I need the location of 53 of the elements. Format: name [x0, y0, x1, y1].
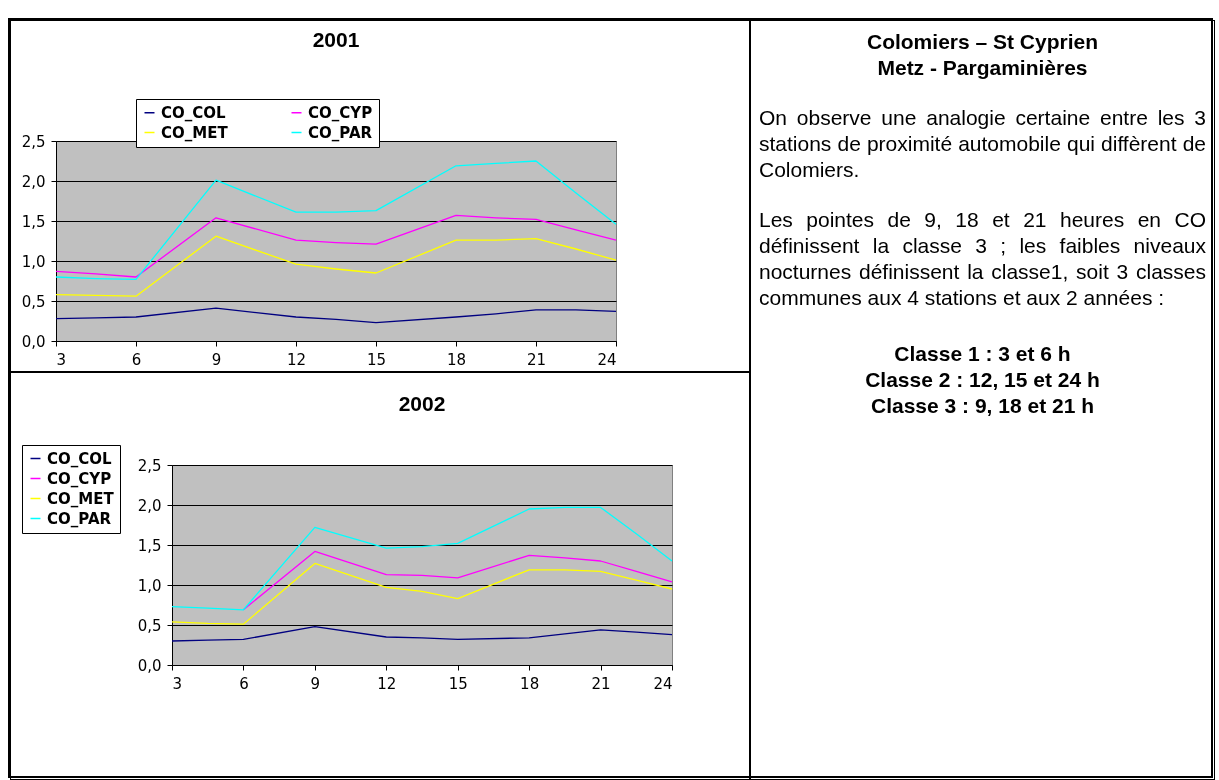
- y-tick-label: 0,5: [21, 292, 46, 311]
- y-tick-label: 0,0: [21, 332, 46, 351]
- line-series: [55, 214, 617, 278]
- legend-label: CO_PAR: [308, 123, 373, 142]
- line-series: [242, 550, 673, 611]
- x-tick-label: 15: [366, 350, 387, 369]
- line-series: [55, 235, 617, 297]
- x-tick-label: 9: [211, 350, 222, 369]
- x-tick-label: 3: [56, 350, 67, 369]
- line-series: [55, 307, 617, 324]
- y-tick-label: 1,0: [137, 576, 162, 595]
- line-series: [55, 160, 617, 281]
- y-tick-label: 2,0: [137, 496, 162, 515]
- text: Classe 2 : 12, 15 et 24 h: [864, 367, 1101, 393]
- x-tick-label: 18: [520, 674, 540, 693]
- legend-label: CO_MET: [47, 489, 115, 508]
- x-tick-label: 12: [286, 350, 307, 369]
- legend-label: CO_PAR: [47, 509, 112, 528]
- text: Metz - Pargaminières: [876, 55, 1089, 81]
- y-tick-label: 2,5: [21, 132, 46, 151]
- y-tick-label: 1,0: [21, 252, 46, 271]
- x-tick-label: 21: [591, 674, 611, 693]
- y-tick-label: 0,5: [137, 616, 162, 635]
- legend-label: CO_COL: [47, 449, 113, 468]
- x-tick-label: 6: [131, 350, 142, 369]
- y-tick-label: 1,5: [137, 536, 162, 555]
- y-tick-label: 2,0: [21, 172, 46, 191]
- y-tick-label: 0,0: [137, 656, 162, 675]
- legend-label: CO_COL: [161, 103, 227, 122]
- x-tick-label: 3: [172, 674, 183, 693]
- y-tick-label: 1,5: [21, 212, 46, 231]
- line-series: [171, 625, 673, 642]
- text: Les pointes de 9, 18 et 21 heures en CO définissent la classe 3 ; les faibles niveaux nocturnes définissent la classe1, soit 3 classes communes aux 4 stations et aux 2 années :: [759, 207, 1206, 311]
- chart-title: 2001: [312, 27, 360, 51]
- text: On observe une analogie certaine entre les 3 stations de proximité automobile qui diffèrent de Colomiers.: [759, 105, 1206, 183]
- text: Classe 3 : 9, 18 et 21 h: [870, 393, 1095, 419]
- legend-label: CO_CYP: [308, 103, 373, 122]
- legend-label: CO_CYP: [47, 469, 112, 488]
- x-tick-label: 18: [446, 350, 467, 369]
- text: Colomiers – St Cyprien: [865, 29, 1100, 55]
- x-tick-label: 24: [653, 674, 673, 693]
- line-series: [171, 562, 673, 625]
- x-tick-label: 6: [239, 674, 249, 693]
- y-tick-label: 2,5: [137, 456, 162, 475]
- legend-label: CO_MET: [161, 123, 229, 142]
- x-tick-label: 12: [377, 674, 397, 693]
- chart-title: 2002: [398, 391, 446, 415]
- x-tick-label: 15: [448, 674, 468, 693]
- x-tick-label: 24: [597, 350, 617, 369]
- x-tick-label: 21: [526, 350, 547, 369]
- x-tick-label: 9: [310, 674, 321, 693]
- text: Classe 1 : 3 et 6 h: [893, 341, 1072, 367]
- line-series: [171, 506, 673, 611]
